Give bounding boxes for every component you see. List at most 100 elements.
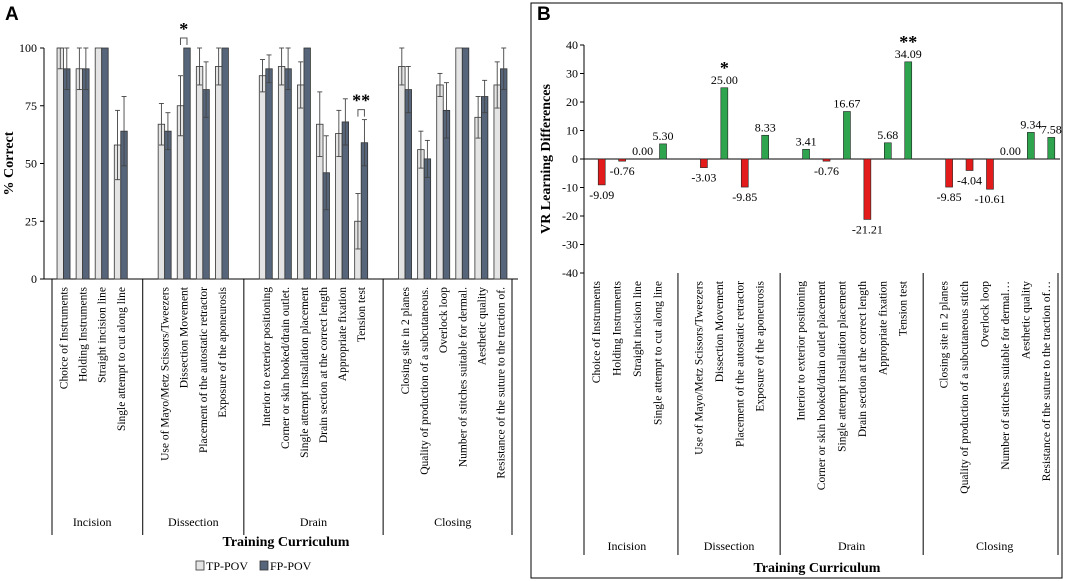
bar-tp-pov [94,47,103,280]
bar-fp-pov [303,47,311,280]
y-tick-label: -20 [562,209,578,223]
bar-positive [802,148,810,160]
x-tick-label: Placement of the autostatic retractor [198,287,210,453]
significance-marker: * [179,19,188,39]
panel-a: A 0 25 50 75 100 % Correct Choice of Instrument… [2,4,518,573]
bar-tp-pov [297,84,305,280]
y-tick-label: 25 [25,214,37,228]
x-tick-label: Straight incision line [97,287,109,383]
panel-label-b: B [537,4,551,25]
x-tick-label: Number of stitches suitable for dermal… [1000,281,1012,470]
bar-tp-pov [398,66,406,280]
group-label: Incision [608,539,647,553]
bar-fp-pov [221,47,229,280]
x-tick-label: Aesthetic quality [1020,281,1032,359]
y-tick-label: -40 [562,266,578,280]
x-tick-label: Corner or skin hooked/drain outlet. [280,287,292,449]
panel-b-frame [530,2,1063,579]
data-label: -9.85 [937,190,962,204]
bar-negative [822,158,831,162]
x-tick-label: Tension test [898,280,910,336]
bar-fp-pov [183,47,191,280]
bar-positive [904,61,913,160]
legend-swatch [195,560,205,571]
y-tick-label: 40 [566,38,578,52]
x-tick-label: Interior to exterior positioning [261,287,273,427]
y-tick-label: 0 [572,152,578,166]
x-tick-label: Dissection Movement [714,280,726,382]
x-tick-label: Appropriate fixation [337,287,349,381]
data-label: -0.76 [814,164,839,178]
data-label: 3.41 [796,134,817,148]
y-axis-label: VR Learning Differences [539,84,554,234]
x-tick-label: Corner or skin hooked/drain outlet place… [816,280,828,490]
data-label: -10.61 [974,192,1005,206]
bar-tp-pov [75,68,84,280]
y-tick-label: -10 [562,181,578,195]
panel-label-a: A [5,4,19,25]
x-tick-label: Resistance of the suture to the traction… [495,287,507,479]
group-label: Closing [434,515,471,529]
data-label: 34.09 [895,47,922,61]
bar-positive [843,111,851,160]
x-tick-label: Exposure of the aponeurosis [217,286,229,417]
bar-fp-pov [82,68,90,280]
x-tick-label: Holding Instruments [612,280,624,375]
legend-swatch [259,560,269,571]
x-tick-label: Straight incision line [632,281,644,377]
bar-positive [1027,132,1035,160]
y-tick-label: -30 [562,238,578,252]
bar-fp-pov [341,121,350,280]
legend-label: TP-POV [206,559,248,573]
x-tick-label: Use of Mayo/Metz Scissors/Tweezers [160,286,172,460]
legend-label: FP-POV [270,559,312,573]
bar-tp-pov [214,66,223,280]
bar-positive [884,142,892,160]
x-tick-label: Single attempt to cut along line [116,287,128,431]
data-label: 9.34 [1020,117,1041,131]
bar-positive [720,87,729,160]
group-label: Closing [976,539,1013,553]
bar-negative [965,158,974,171]
bar-tp-pov [195,66,204,280]
significance-bracket [357,109,365,117]
bar-fp-pov [101,47,109,280]
x-tick-label: Interior to exterior positioning [796,281,808,421]
bar-negative [740,158,749,188]
data-label: -3.03 [691,171,716,185]
x-tick-label: Placement of the autostatic retractor [734,281,746,447]
data-label: 0.00 [632,144,653,158]
x-axis-label: Training Curriculum [754,561,881,576]
y-tick-label: 75 [25,99,37,113]
bar-tp-pov [493,84,501,280]
x-tick-label: Tension test [356,286,368,342]
bar-fp-pov [461,47,470,280]
x-tick-label: Holding Instruments [78,286,90,381]
bar-tp-pov [56,47,64,280]
data-label: 16.67 [833,96,860,110]
bar-tp-pov [157,123,166,280]
y-tick-label: 20 [566,95,578,109]
x-tick-label: Drain section at the correct length [857,281,869,437]
significance-marker: ** [899,32,917,52]
bar-positive [1047,137,1056,160]
x-tick-label: Closing site in 2 planes [939,280,951,388]
bar-tp-pov [455,47,463,280]
x-tick-label: Choice of Instruments [59,286,71,389]
group-label: Dissection [168,515,219,529]
bar-tp-pov [277,66,286,280]
bar-fp-pov [202,89,210,280]
x-tick-label: Overlock loop [438,287,450,353]
bar-negative [945,158,953,188]
y-axis-label: % Correct [2,131,17,195]
data-label: 8.33 [755,120,776,134]
data-label: -4.04 [957,174,982,188]
data-label: -9.85 [732,190,757,204]
data-label: 7.58 [1041,122,1062,136]
x-tick-label: Single attempt installation placement [299,286,311,458]
bar-positive [761,134,769,160]
bar-tp-pov [417,149,425,280]
bar-fp-pov [63,68,71,280]
x-tick-label: Overlock loop [979,281,991,347]
